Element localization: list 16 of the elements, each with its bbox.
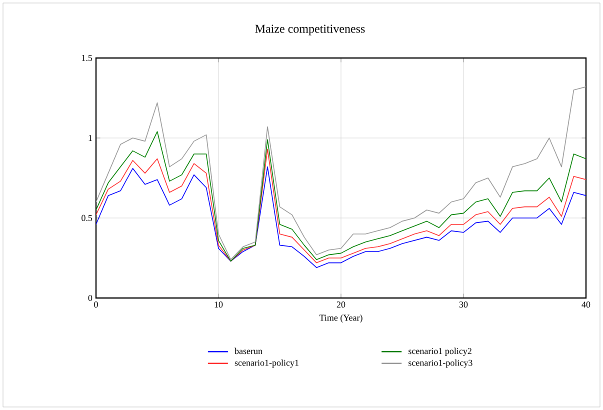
x-tick-label: 20 — [336, 302, 346, 308]
legend-label: baserun — [234, 348, 262, 354]
y-tick-label: 0 — [88, 294, 92, 302]
x-tick-label: 10 — [214, 302, 223, 308]
x-tick-label: 0 — [94, 302, 98, 308]
legend-label: scenario1 policy2 — [408, 348, 472, 356]
y-tick-label: 1 — [88, 135, 92, 141]
legend-label: scenario1-policy1 — [234, 360, 298, 368]
x-tick-label: 40 — [582, 302, 590, 308]
line-series — [96, 86, 586, 260]
legend-label: scenario1-policy3 — [408, 360, 472, 368]
x-tick-label: 30 — [459, 302, 468, 308]
chart-title: Maize competitiveness — [255, 24, 365, 36]
y-tick-label: 0.5 — [82, 214, 92, 222]
y-tick-label: 1.5 — [82, 54, 92, 62]
x-axis-title: Time (Year) — [319, 314, 362, 323]
